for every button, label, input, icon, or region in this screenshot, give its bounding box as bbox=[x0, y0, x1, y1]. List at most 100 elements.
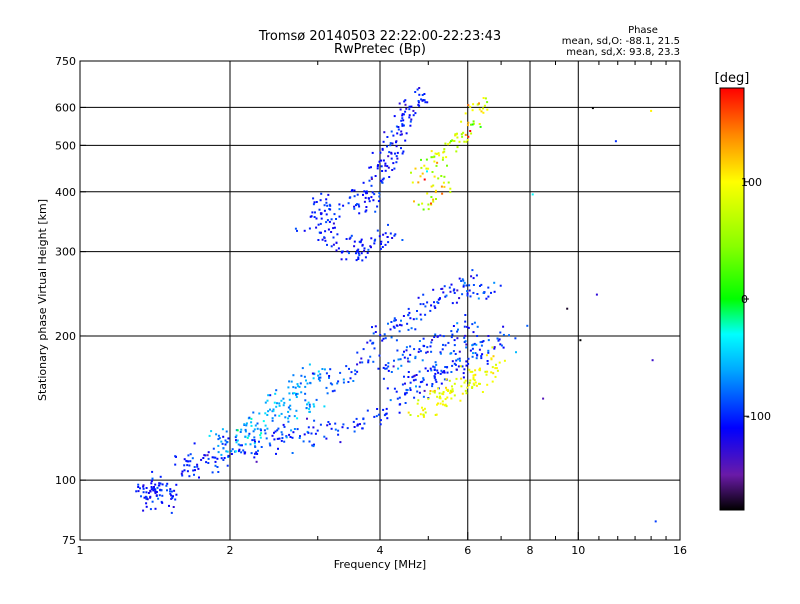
data-point bbox=[442, 335, 445, 338]
data-point bbox=[252, 430, 255, 433]
data-point bbox=[386, 145, 388, 148]
data-point bbox=[471, 269, 474, 272]
data-point bbox=[595, 293, 598, 296]
data-point bbox=[223, 457, 226, 459]
data-point bbox=[412, 114, 415, 117]
data-point bbox=[485, 373, 488, 376]
data-point bbox=[471, 323, 474, 326]
data-point bbox=[349, 196, 352, 199]
data-point bbox=[443, 285, 446, 288]
data-point bbox=[417, 399, 420, 402]
data-point bbox=[453, 362, 456, 365]
data-point bbox=[310, 432, 313, 435]
data-point bbox=[389, 328, 392, 331]
data-point bbox=[244, 451, 247, 454]
stats-title: Phase bbox=[628, 25, 658, 36]
data-point bbox=[308, 403, 311, 406]
data-point bbox=[413, 200, 415, 203]
data-point bbox=[472, 352, 474, 355]
data-point bbox=[401, 113, 404, 116]
data-point bbox=[467, 384, 470, 387]
data-point bbox=[174, 498, 177, 501]
data-point bbox=[422, 378, 425, 381]
x-tick-label: 6 bbox=[464, 544, 471, 557]
data-point bbox=[458, 140, 461, 143]
data-point bbox=[151, 487, 154, 490]
data-point bbox=[381, 339, 384, 342]
data-point bbox=[280, 412, 283, 415]
plot-grid bbox=[80, 61, 680, 540]
data-point bbox=[181, 470, 184, 473]
data-point bbox=[463, 336, 466, 339]
data-point bbox=[159, 482, 162, 485]
data-point bbox=[396, 157, 399, 160]
data-point bbox=[376, 205, 379, 208]
data-point bbox=[445, 388, 448, 391]
data-point bbox=[139, 487, 141, 490]
data-point bbox=[447, 181, 450, 184]
data-point bbox=[454, 353, 457, 355]
data-point bbox=[328, 220, 331, 223]
data-point bbox=[456, 136, 459, 139]
data-point bbox=[471, 344, 474, 347]
data-point bbox=[222, 459, 225, 461]
data-point bbox=[153, 486, 155, 488]
data-point bbox=[418, 385, 421, 388]
data-point bbox=[408, 108, 411, 111]
data-point bbox=[478, 108, 481, 111]
data-point bbox=[304, 385, 307, 388]
data-point bbox=[325, 221, 328, 224]
data-point bbox=[346, 427, 349, 430]
data-point bbox=[381, 181, 384, 184]
data-point bbox=[433, 389, 436, 392]
data-point bbox=[439, 395, 441, 398]
data-point bbox=[157, 497, 160, 500]
data-point bbox=[419, 303, 422, 306]
data-point bbox=[309, 215, 312, 218]
data-point bbox=[153, 488, 156, 491]
data-point bbox=[415, 385, 417, 388]
data-point bbox=[173, 489, 176, 492]
data-point bbox=[493, 281, 496, 284]
data-point bbox=[312, 377, 315, 380]
data-point bbox=[393, 115, 396, 118]
data-point bbox=[445, 386, 447, 389]
data-point bbox=[360, 357, 363, 360]
data-point bbox=[193, 442, 196, 445]
data-point bbox=[429, 309, 432, 312]
data-point bbox=[225, 430, 228, 433]
data-point bbox=[426, 101, 429, 104]
data-point bbox=[404, 103, 407, 106]
data-point bbox=[169, 488, 172, 491]
data-point bbox=[434, 306, 437, 309]
data-point bbox=[238, 448, 241, 451]
data-point bbox=[282, 423, 285, 426]
data-point bbox=[478, 123, 481, 125]
data-point bbox=[425, 351, 428, 354]
data-point bbox=[335, 218, 337, 220]
data-point bbox=[419, 381, 422, 384]
data-point bbox=[187, 460, 190, 463]
data-point bbox=[433, 366, 436, 369]
data-point bbox=[423, 407, 426, 410]
data-point bbox=[458, 357, 461, 360]
data-point bbox=[308, 410, 311, 413]
data-point bbox=[298, 437, 301, 439]
data-point bbox=[451, 385, 453, 388]
data-point bbox=[393, 387, 396, 390]
data-point bbox=[315, 217, 318, 220]
data-point bbox=[304, 392, 307, 395]
data-point bbox=[469, 130, 472, 132]
data-point bbox=[337, 247, 340, 250]
data-point bbox=[287, 406, 290, 409]
data-point bbox=[479, 285, 481, 287]
data-point bbox=[218, 437, 221, 440]
data-point bbox=[222, 435, 225, 438]
data-point bbox=[482, 107, 484, 110]
data-point bbox=[401, 383, 404, 386]
data-point bbox=[375, 415, 378, 418]
data-point bbox=[416, 402, 419, 405]
colorbar-ticks: 100 0 -100 bbox=[741, 176, 771, 423]
data-point bbox=[427, 397, 430, 400]
data-point bbox=[319, 373, 322, 376]
